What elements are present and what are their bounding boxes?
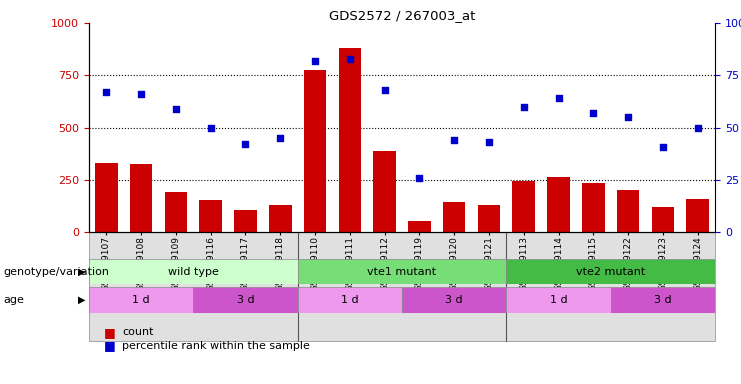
Text: ■: ■ <box>104 326 116 339</box>
Text: count: count <box>122 327 154 337</box>
Point <box>448 137 460 143</box>
Text: 1 d: 1 d <box>133 295 150 305</box>
Bar <box>298 287 402 313</box>
Bar <box>298 259 506 284</box>
Bar <box>89 287 193 313</box>
Bar <box>402 287 506 313</box>
Text: 1 d: 1 d <box>550 295 568 305</box>
Bar <box>339 48 361 232</box>
Point <box>100 89 112 95</box>
Bar <box>165 192 187 232</box>
Bar <box>373 151 396 232</box>
Point <box>518 104 530 110</box>
Text: ▶: ▶ <box>78 266 85 277</box>
Bar <box>408 221 431 232</box>
Point <box>274 135 286 141</box>
Bar <box>506 259 715 284</box>
Point <box>622 114 634 120</box>
Text: wild type: wild type <box>168 266 219 277</box>
Text: vte1 mutant: vte1 mutant <box>368 266 436 277</box>
Text: percentile rank within the sample: percentile rank within the sample <box>122 341 310 351</box>
Text: ▶: ▶ <box>78 295 85 305</box>
Bar <box>547 177 570 232</box>
Bar <box>611 287 715 313</box>
Bar <box>686 199 709 232</box>
Point <box>344 56 356 62</box>
Point <box>553 95 565 101</box>
Text: 1 d: 1 d <box>341 295 359 305</box>
Point <box>483 139 495 146</box>
Text: ■: ■ <box>104 339 116 352</box>
Point <box>657 144 669 150</box>
Bar <box>269 205 291 232</box>
Bar <box>651 207 674 232</box>
Point <box>135 91 147 97</box>
Point <box>413 175 425 181</box>
Bar <box>193 287 298 313</box>
Point <box>692 124 704 131</box>
Title: GDS2572 / 267003_at: GDS2572 / 267003_at <box>329 9 475 22</box>
Bar <box>89 259 298 284</box>
Bar <box>130 164 153 232</box>
Bar <box>582 183 605 232</box>
Point <box>309 58 321 64</box>
Point <box>170 106 182 112</box>
Bar <box>513 181 535 232</box>
Bar <box>617 190 639 232</box>
Text: 3 d: 3 d <box>236 295 254 305</box>
Text: vte2 mutant: vte2 mutant <box>576 266 645 277</box>
Point <box>239 141 251 147</box>
Point <box>379 87 391 93</box>
Bar <box>89 232 715 341</box>
Text: genotype/variation: genotype/variation <box>4 266 110 277</box>
Bar <box>506 287 611 313</box>
Text: 3 d: 3 d <box>654 295 671 305</box>
Bar <box>95 163 118 232</box>
Text: age: age <box>4 295 24 305</box>
Bar <box>199 200 222 232</box>
Bar <box>443 202 465 232</box>
Bar <box>234 210 257 232</box>
Point <box>588 110 599 116</box>
Bar <box>478 205 500 232</box>
Point <box>205 124 216 131</box>
Bar <box>304 70 326 232</box>
Text: 3 d: 3 d <box>445 295 463 305</box>
